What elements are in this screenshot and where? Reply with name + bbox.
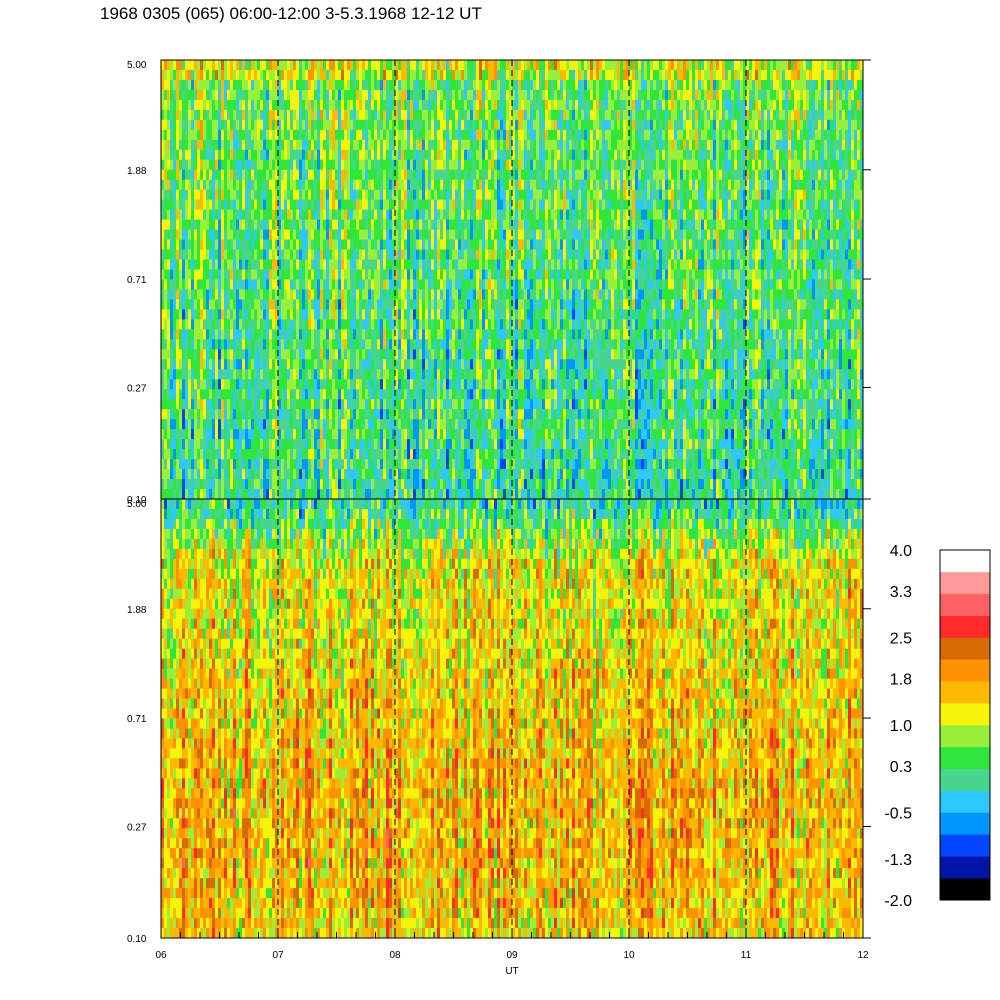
x-tick-label: 07 — [272, 950, 284, 961]
y-tick-label: 0.10 — [127, 934, 147, 945]
x-tick-label: 10 — [623, 950, 635, 961]
colorbar-label: 1.8 — [890, 671, 912, 688]
colorbar-label: 4.0 — [890, 543, 912, 560]
spectrogram-panel-1 — [161, 60, 864, 500]
chart-title: 1968 0305 (065) 06:00-12:00 3-5.3.1968 1… — [100, 4, 482, 24]
colorbar-swatch — [940, 659, 990, 682]
colorbar-swatch — [940, 790, 990, 813]
y-tick-label: 0.27 — [127, 823, 147, 834]
colorbar-label: -0.5 — [884, 806, 912, 823]
colorbar-label: 2.5 — [890, 631, 912, 648]
colorbar-swatch — [940, 878, 990, 901]
y-tick-label: 5.00 — [127, 60, 147, 71]
colorbar-swatch — [940, 571, 990, 595]
colorbar-label: -2.0 — [884, 893, 912, 910]
colorbar-frame — [939, 549, 991, 901]
colorbar-swatch — [940, 834, 990, 857]
colorbar-swatch — [940, 681, 990, 704]
colorbar-swatch — [940, 615, 990, 638]
colorbar-label: -1.3 — [884, 852, 912, 869]
colorbar-swatch — [940, 593, 990, 616]
colorbar-swatch — [940, 746, 990, 770]
y-tick-label: 1.88 — [127, 166, 147, 177]
x-tick-label: 11 — [741, 950, 752, 961]
colorbar-swatch — [940, 725, 990, 748]
y-tick-label: 0.71 — [127, 275, 147, 286]
colorbar-swatch — [940, 812, 990, 835]
x-tick-label: 06 — [155, 950, 167, 961]
x-tick-label: 12 — [857, 950, 869, 961]
y-tick-label: 1.88 — [127, 605, 147, 616]
y-tick-label: 5.00 — [127, 499, 147, 510]
x-axis-label: UT — [505, 966, 518, 977]
colorbar-swatch — [940, 856, 990, 879]
colorbar-label: 1.0 — [890, 718, 912, 735]
colorbar-swatch — [940, 637, 990, 660]
y-tick-label: 0.27 — [127, 384, 147, 395]
colorbar-swatch — [940, 768, 990, 791]
colorbar-swatch — [940, 550, 990, 573]
colorbar-swatch — [940, 703, 990, 726]
x-tick-label: 08 — [389, 950, 401, 961]
spectrogram-panel-2 — [161, 499, 864, 939]
colorbar-label: 3.3 — [890, 584, 912, 601]
y-tick-label: 0.10 — [127, 495, 147, 506]
y-tick-label: 0.71 — [127, 714, 147, 725]
colorbar-label: 0.3 — [890, 759, 912, 776]
x-tick-label: 09 — [506, 950, 518, 961]
